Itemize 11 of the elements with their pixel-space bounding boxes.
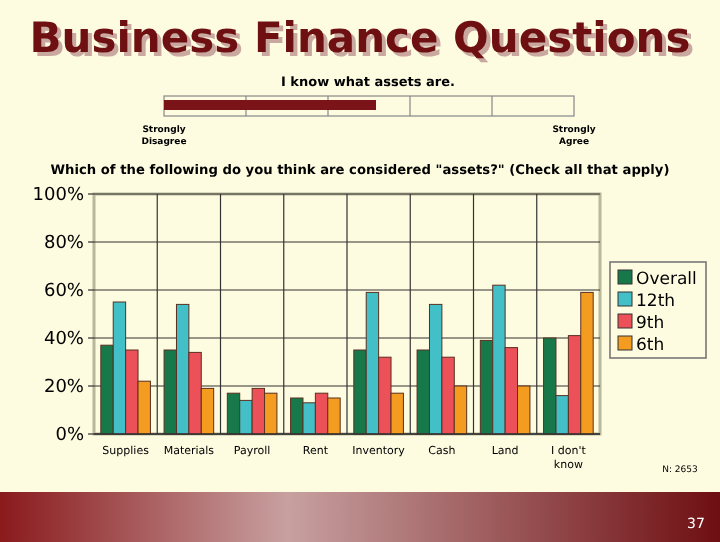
y-tick-label: 80% [43,234,85,255]
y-tick-label: 100% [32,186,85,207]
legend-label: 6th [636,335,665,356]
y-tick-label: 20% [43,378,85,399]
y-tick-label: 40% [43,330,85,351]
legend-label: Overall [636,269,697,290]
chart-title: Business Finance Questions [33,18,695,66]
legend-label: 9th [636,313,665,334]
y-tick-label: 0% [55,426,85,447]
y-tick-label: 60% [43,282,85,303]
legend-label: 12th [636,291,676,312]
